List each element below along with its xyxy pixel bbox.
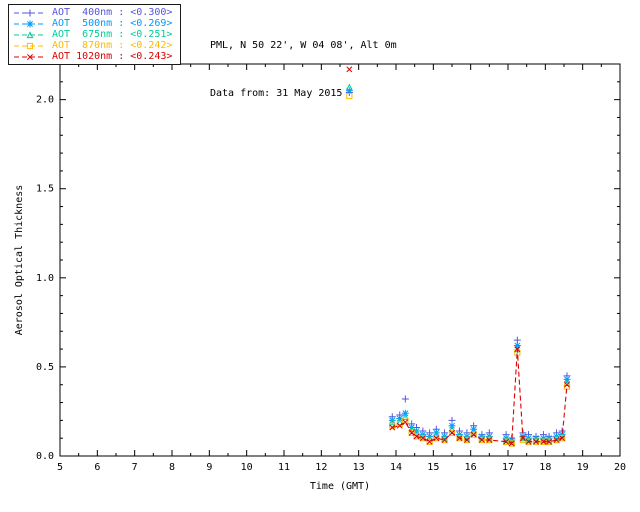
x-tick-label: 16: [465, 462, 477, 473]
series-markers: [346, 92, 571, 447]
legend-entry: AOT 870nm : <0.242>: [13, 40, 172, 51]
legend-entry: AOT 400nm : <0.300>: [13, 7, 172, 18]
x-tick-label: 17: [502, 462, 514, 473]
series-aot-500nm: [345, 87, 571, 444]
station-header: PML, N 50 22', W 04 08', Alt 0m Data fro…: [210, 6, 397, 134]
x-tick-label: 13: [353, 462, 365, 473]
x-tick-label: 10: [241, 462, 253, 473]
x-tick-label: 18: [539, 462, 551, 473]
data-date: Data from: 31 May 2015: [210, 88, 343, 99]
x-tick-label: 19: [577, 462, 589, 473]
y-tick-label: 1.5: [36, 184, 54, 195]
legend-label: AOT 500nm : <0.269>: [52, 18, 173, 29]
chart-axes: 5 6 7 8 9 10 11 12 13 14 15 16 17 18 19 20 0.0 0.5 1.0 1.5 2…: [36, 63, 626, 473]
series-aot-870nm: [346, 92, 571, 447]
chart-series: [345, 66, 571, 447]
x-tick-label: 11: [278, 462, 290, 473]
legend-entry: AOT 500nm : <0.269>: [13, 18, 172, 29]
y-axis-label: Aerosol Optical Thickness: [14, 185, 25, 336]
station-info: PML, N 50 22', W 04 08', Alt 0m: [210, 40, 397, 51]
legend-sample-marker: [27, 53, 33, 60]
x-tick-label: 12: [315, 462, 327, 473]
legend-label: AOT 1020nm : <0.243>: [52, 51, 173, 62]
series-aot-675nm: [345, 83, 571, 445]
legend-entry: AOT 1020nm : <0.243>: [13, 51, 172, 62]
x-tick-label: 5: [57, 462, 63, 473]
series-aot-1020nm: [346, 66, 570, 447]
legend-line-sample: [14, 30, 46, 38]
legend-sample-marker: [26, 42, 34, 49]
legend-label: AOT 870nm : <0.242>: [52, 40, 173, 51]
legend-sample-marker: [26, 9, 34, 16]
legend-sample-marker: [26, 30, 34, 38]
x-tick-label: 8: [169, 462, 175, 473]
legend-line-sample: [14, 53, 46, 60]
legend-label: AOT 675nm : <0.251>: [52, 29, 173, 40]
series-markers: [345, 87, 571, 444]
y-tick-label: 1.0: [36, 273, 54, 284]
x-tick-label: 15: [427, 462, 439, 473]
y-tick-label: 2.0: [36, 95, 54, 106]
series-aot-400nm: [345, 89, 571, 442]
legend-label: AOT 400nm : <0.300>: [52, 7, 173, 18]
x-tick-label: 9: [206, 462, 212, 473]
x-tick-label: 7: [132, 462, 138, 473]
series-markers: [346, 66, 570, 447]
legend-line-sample: [14, 20, 46, 27]
x-tick-label: 6: [94, 462, 100, 473]
x-axis-label: Time (GMT): [310, 481, 370, 492]
legend-sample-marker: [26, 20, 34, 27]
y-tick-label: 0.5: [36, 362, 54, 373]
x-tick-label: 14: [390, 462, 402, 473]
legend: AOT 400nm : <0.300> AOT 500nm : <0.269> AO…: [8, 4, 182, 65]
series-line: [392, 349, 568, 445]
series-markers: [345, 83, 571, 445]
x-tick-label: 20: [614, 462, 626, 473]
series-markers: [345, 89, 571, 442]
legend-line-sample: [14, 42, 46, 49]
legend-line-sample: [14, 9, 46, 16]
y-tick-label: 0.0: [36, 451, 54, 462]
legend-entry: AOT 675nm : <0.251>: [13, 29, 172, 40]
